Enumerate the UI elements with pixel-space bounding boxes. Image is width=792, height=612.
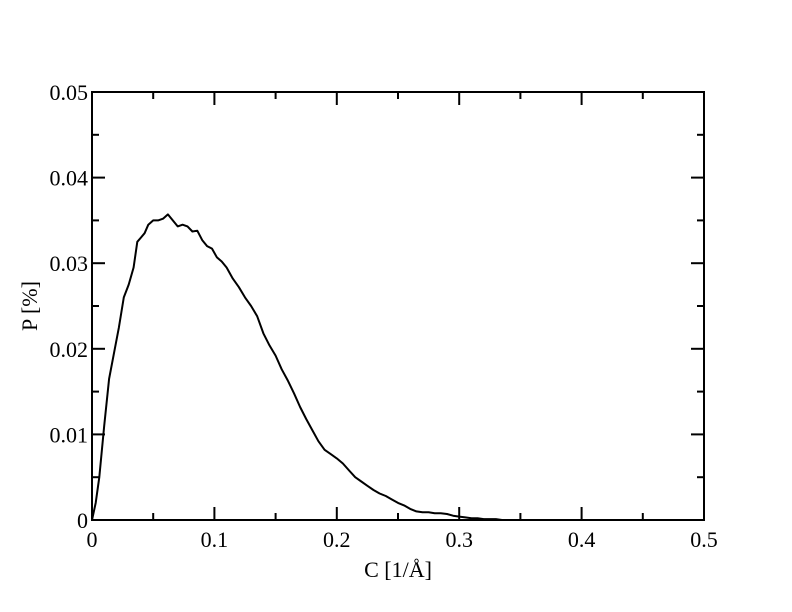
y-axis: 0 0.01 0.02 0.03 0.04 0.05 <box>50 80 704 533</box>
y-tick-label: 0.04 <box>50 166 89 191</box>
y-tick-label: 0.01 <box>50 422 89 447</box>
x-tick-label: 0.1 <box>201 527 229 552</box>
x-tick-label: 0.5 <box>690 527 718 552</box>
series-layer <box>91 213 515 521</box>
x-tick-label: 0.2 <box>323 527 351 552</box>
y-tick-label: 0 <box>77 508 88 533</box>
y-tick-label: 0.05 <box>50 80 89 105</box>
y-tick-label: 0.02 <box>50 337 89 362</box>
y-tick-label: 0.03 <box>50 251 89 276</box>
x-axis-title: C [1/Å] <box>364 557 432 582</box>
x-tick-label: 0 <box>87 527 98 552</box>
series-line <box>91 213 515 521</box>
y-axis-title: P [%] <box>17 281 42 331</box>
x-tick-label: 0.3 <box>445 527 473 552</box>
plot-frame <box>91 91 705 521</box>
x-tick-label: 0.4 <box>568 527 596 552</box>
x-axis: 0 0.1 0.2 0.3 0.4 0.5 <box>87 92 718 552</box>
plot-border <box>91 91 705 521</box>
